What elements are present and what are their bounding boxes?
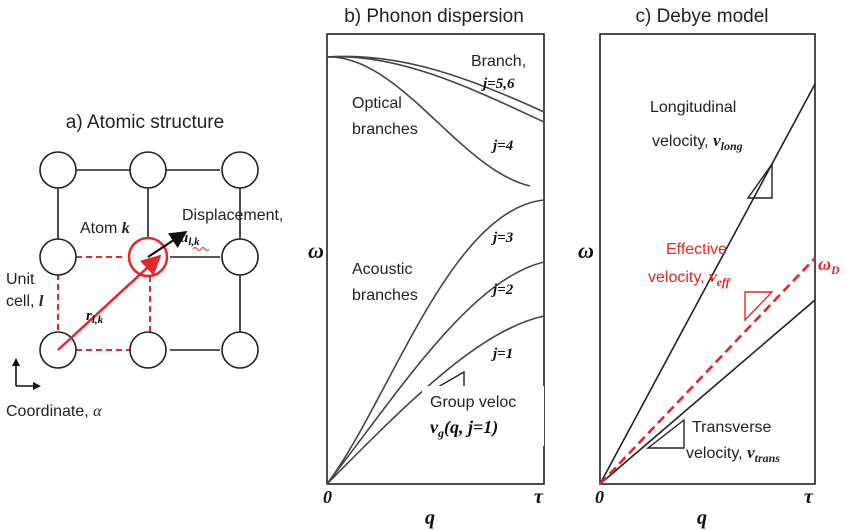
panel-a-title: a) Atomic structure bbox=[66, 112, 224, 133]
transverse-line bbox=[599, 299, 816, 485]
group-velocity-box bbox=[422, 386, 544, 446]
transverse-label-line1: Transverse bbox=[692, 419, 772, 436]
unit-cell-label-line1: Unit bbox=[6, 271, 35, 288]
y-axis-label-c: ω bbox=[578, 238, 594, 263]
group-velocity-formula: vg(q, j=1) bbox=[430, 417, 498, 440]
optical-label-line1: Optical bbox=[352, 95, 402, 112]
effective-label-line2: velocity, veff bbox=[648, 267, 731, 289]
branch-j3 bbox=[326, 199, 545, 485]
longitudinal-slope-triangle bbox=[746, 161, 773, 199]
x-origin-label-b: 0 bbox=[323, 487, 332, 507]
panel-debye-model: c) Debye model Longitudinal velocity, vl… bbox=[578, 6, 840, 529]
displacement-arrow bbox=[147, 231, 188, 258]
panel-b-title: b) Phonon dispersion bbox=[344, 6, 524, 27]
panel-atomic-structure: a) Atomic structure bbox=[6, 112, 283, 420]
branch-j1 bbox=[326, 315, 545, 485]
atom bbox=[221, 238, 259, 276]
transverse-slope-triangle bbox=[645, 418, 685, 449]
y-axis-label-b: ω bbox=[308, 238, 324, 263]
panel-c-title: c) Debye model bbox=[635, 6, 768, 27]
atom bbox=[221, 151, 259, 189]
atom bbox=[129, 331, 167, 369]
branch-label: Branch, bbox=[471, 53, 526, 70]
branch-j5 bbox=[326, 55, 545, 113]
lattice-atoms bbox=[39, 151, 259, 369]
x-end-label-c: τ bbox=[804, 486, 814, 508]
group-velocity-label: Group veloc bbox=[430, 394, 516, 411]
branch-j56-label: j=5,6 bbox=[481, 76, 515, 92]
plot-frame-b bbox=[326, 33, 545, 485]
atom-k-label: Atom k bbox=[80, 220, 130, 237]
debye-frequency-label: ωD bbox=[818, 254, 840, 277]
coordinate-arrow-right bbox=[33, 382, 41, 390]
effective-slope-triangle bbox=[744, 291, 774, 322]
acoustic-label-line1: Acoustic bbox=[352, 261, 412, 278]
position-vector-label: rl,k bbox=[86, 308, 104, 326]
longitudinal-label-line2: velocity, vlong bbox=[652, 131, 743, 153]
atom bbox=[129, 151, 167, 189]
branch-j3-label: j=3 bbox=[491, 230, 514, 246]
dispersion-curves bbox=[326, 55, 545, 485]
x-origin-label-c: 0 bbox=[595, 487, 604, 507]
atom bbox=[39, 151, 77, 189]
panel-phonon-dispersion: b) Phonon dispersion Branch, j=5,6 Optic… bbox=[308, 6, 545, 529]
longitudinal-line bbox=[599, 83, 816, 485]
atom bbox=[39, 238, 77, 276]
branch-j4 bbox=[326, 56, 531, 187]
effective-velocity-line bbox=[599, 257, 816, 485]
unit-cell-boundary bbox=[57, 256, 151, 351]
x-end-label-b: τ bbox=[534, 486, 544, 508]
branch-j2-label: j=2 bbox=[491, 282, 514, 298]
branch-j6 bbox=[326, 55, 545, 123]
x-axis-label-c: q bbox=[697, 507, 707, 529]
acoustic-label-line2: branches bbox=[352, 287, 418, 304]
longitudinal-label-line1: Longitudinal bbox=[650, 99, 736, 116]
coordinate-label: Coordinate, α bbox=[6, 403, 102, 420]
unit-cell-label-line2: cell, l bbox=[6, 293, 44, 310]
spellcheck-squiggle bbox=[192, 247, 210, 251]
optical-label-line2: branches bbox=[352, 121, 418, 138]
branch-j1-label: j=1 bbox=[491, 346, 513, 362]
position-vector-arrow bbox=[57, 254, 162, 351]
effective-label-line1: Effective bbox=[666, 241, 727, 258]
transverse-label-line2: velocity, vtrans bbox=[686, 443, 780, 465]
displacement-symbol: ul,k bbox=[180, 230, 200, 248]
branch-j4-label: j=4 bbox=[491, 138, 514, 154]
displacement-label: Displacement, bbox=[182, 207, 283, 224]
branch-j2 bbox=[326, 261, 545, 485]
x-axis-label-b: q bbox=[425, 507, 435, 529]
atom bbox=[221, 331, 259, 369]
coordinate-arrow-up bbox=[12, 358, 20, 366]
